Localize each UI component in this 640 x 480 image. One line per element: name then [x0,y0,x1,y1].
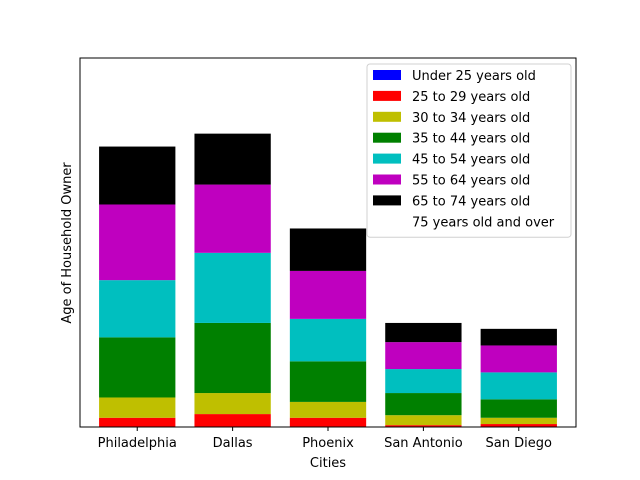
x-tick-label: Dallas [213,436,253,451]
bar-segment [194,414,271,427]
bar-segment [289,318,367,362]
bar-segment [289,417,367,427]
legend-swatch [373,216,401,227]
bar-segment [480,417,557,425]
legend-swatch [373,111,401,122]
legend-label: 65 to 74 years old [412,194,530,209]
bar-segment [194,322,271,394]
legend-swatch [373,174,401,185]
x-axis-ticks: Philadelphia Dallas Phoenix San Antonio San … [98,427,552,451]
bar-segment [480,399,557,418]
bar-segment [289,361,367,402]
x-tick-label: San Antonio [384,436,463,451]
x-tick-label: San Diego [486,436,552,451]
bar-segment [194,133,271,185]
legend-label: 55 to 64 years old [412,174,530,189]
bar-segment [385,342,462,370]
bar-segment [385,425,462,427]
bar-segment [385,415,462,426]
bar-segment [194,393,271,415]
legend-swatch [373,70,401,80]
bar-segment [99,280,176,338]
legend-swatch [373,132,401,143]
bar-segment [194,252,271,323]
legend-label: 30 to 34 years old [412,111,530,126]
legend-box [366,63,572,238]
legend-swatch [373,90,401,101]
legend-label: 35 to 44 years old [412,132,530,147]
bar-segment [480,372,557,400]
bar-segment [480,345,557,373]
bar-segment [385,369,462,394]
bar-segment [480,424,557,427]
legend-label: 45 to 54 years old [412,153,530,168]
x-axis-label: Cities [310,456,346,471]
bar-segment [480,328,557,346]
bar-segment [99,337,176,398]
legend-label: 25 to 29 years old [412,90,530,105]
bar-segment [385,393,462,416]
bar-segment [99,146,176,205]
bar-segment [194,184,271,253]
legend-label: Under 25 years old [412,69,536,84]
bar-segment [99,204,176,281]
legend-label: 75 years old and over [412,215,555,230]
legend-swatch [373,153,401,164]
legend: Under 25 years old 25 to 29 years old 30 t… [366,63,572,238]
bar-segment [289,270,367,319]
bar-segment [385,322,462,343]
x-tick-label: Phoenix [302,436,354,451]
bar-segment [99,417,176,427]
y-axis-label: Age of Household Owner [60,162,75,324]
x-tick-label: Philadelphia [98,436,177,451]
bars-layer [99,133,557,427]
legend-swatch [373,195,401,206]
bar-segment [289,228,367,271]
bar-segment [289,401,367,418]
bar-segment [99,397,176,418]
